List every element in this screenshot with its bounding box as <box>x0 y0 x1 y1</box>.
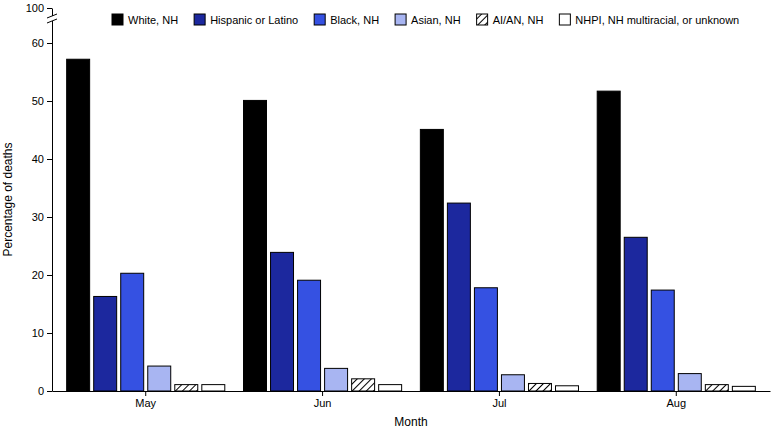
axis-break-line <box>47 14 57 18</box>
y-tick-mark <box>47 333 52 334</box>
bar <box>298 280 321 391</box>
y-tick: 60 <box>32 37 52 49</box>
bar <box>379 385 402 391</box>
y-tick: 50 <box>32 95 52 107</box>
y-tick: 100 <box>26 2 52 14</box>
x-tick: Jul <box>492 391 506 409</box>
bar <box>528 383 551 391</box>
legend: White, NH Hispanic or Latino Black, NH Asia… <box>112 14 739 26</box>
bar <box>624 237 647 391</box>
x-axis: May Jun Jul Aug <box>53 391 771 409</box>
chart-svg: 0 10 20 30 40 50 60 100 May Jun Jul Aug Month Percent… <box>0 0 772 433</box>
x-tick: May <box>135 391 156 409</box>
y-tick: 40 <box>32 153 52 165</box>
legend-label: AI/AN, NH <box>493 14 544 26</box>
y-tick: 20 <box>32 269 52 281</box>
chart-container: 0 10 20 30 40 50 60 100 May Jun Jul Aug Month Percent… <box>0 0 772 433</box>
y-tick-label: 0 <box>38 385 44 397</box>
axis-break-line <box>47 19 57 23</box>
bar <box>121 273 144 391</box>
y-tick-mark <box>47 8 52 9</box>
bar <box>67 59 90 391</box>
bar <box>175 385 198 391</box>
bar <box>597 91 620 391</box>
axis-break <box>46 14 58 23</box>
x-tick: Aug <box>666 391 686 409</box>
y-tick-mark <box>47 159 52 160</box>
legend-label: White, NH <box>128 14 178 26</box>
x-tick: Jun <box>314 391 332 409</box>
x-tick-label: Aug <box>666 397 686 409</box>
x-tick-mark <box>499 391 500 396</box>
bar <box>501 375 524 391</box>
y-tick-label: 100 <box>26 2 44 14</box>
y-tick-mark <box>47 391 52 392</box>
y-tick-mark <box>47 217 52 218</box>
bar <box>705 385 728 391</box>
y-tick: 10 <box>32 327 52 339</box>
legend-label: Hispanic or Latino <box>210 14 298 26</box>
legend-swatch <box>477 14 488 25</box>
y-axis: 0 10 20 30 40 50 60 100 <box>26 2 53 397</box>
y-tick-label: 50 <box>32 95 44 107</box>
y-tick-label: 10 <box>32 327 44 339</box>
x-axis-title: Month <box>394 415 427 429</box>
y-tick-label: 30 <box>32 211 44 223</box>
legend-swatch <box>194 14 205 25</box>
y-tick-mark <box>47 101 52 102</box>
y-tick-label: 40 <box>32 153 44 165</box>
y-axis-line <box>52 9 53 392</box>
legend-swatch <box>112 14 123 25</box>
legend-label: NHPI, NH multiracial, or unknown <box>575 14 739 26</box>
x-tick-mark <box>322 391 323 396</box>
axis-break-gap <box>46 16 58 21</box>
x-tick-label: May <box>135 397 156 409</box>
bar <box>94 296 117 391</box>
y-tick-label: 20 <box>32 269 44 281</box>
bar <box>732 386 755 391</box>
legend-swatch <box>559 14 570 25</box>
y-axis-title: Percentage of deaths <box>1 142 15 256</box>
legend-swatch <box>314 14 325 25</box>
y-tick-label: 60 <box>32 37 44 49</box>
x-tick-mark <box>145 391 146 396</box>
bar <box>271 252 294 391</box>
bar <box>244 100 267 391</box>
bar <box>447 203 470 391</box>
y-tick-mark <box>47 275 52 276</box>
bar <box>474 288 497 391</box>
bar <box>556 386 579 391</box>
x-axis-line <box>53 391 771 392</box>
legend-label: Asian, NH <box>411 14 461 26</box>
x-tick-label: Jun <box>314 397 332 409</box>
y-tick: 0 <box>38 385 52 397</box>
y-tick-mark <box>47 43 52 44</box>
bar <box>202 385 225 391</box>
y-tick: 30 <box>32 211 52 223</box>
bar <box>148 366 171 391</box>
legend-swatch <box>395 14 406 25</box>
bar <box>420 129 443 391</box>
x-tick-label: Jul <box>492 397 506 409</box>
legend-label: Black, NH <box>330 14 379 26</box>
bars <box>67 59 756 391</box>
bar <box>678 374 701 391</box>
bar <box>352 379 375 391</box>
bar <box>325 368 348 391</box>
bar <box>651 290 674 391</box>
x-tick-mark <box>676 391 677 396</box>
